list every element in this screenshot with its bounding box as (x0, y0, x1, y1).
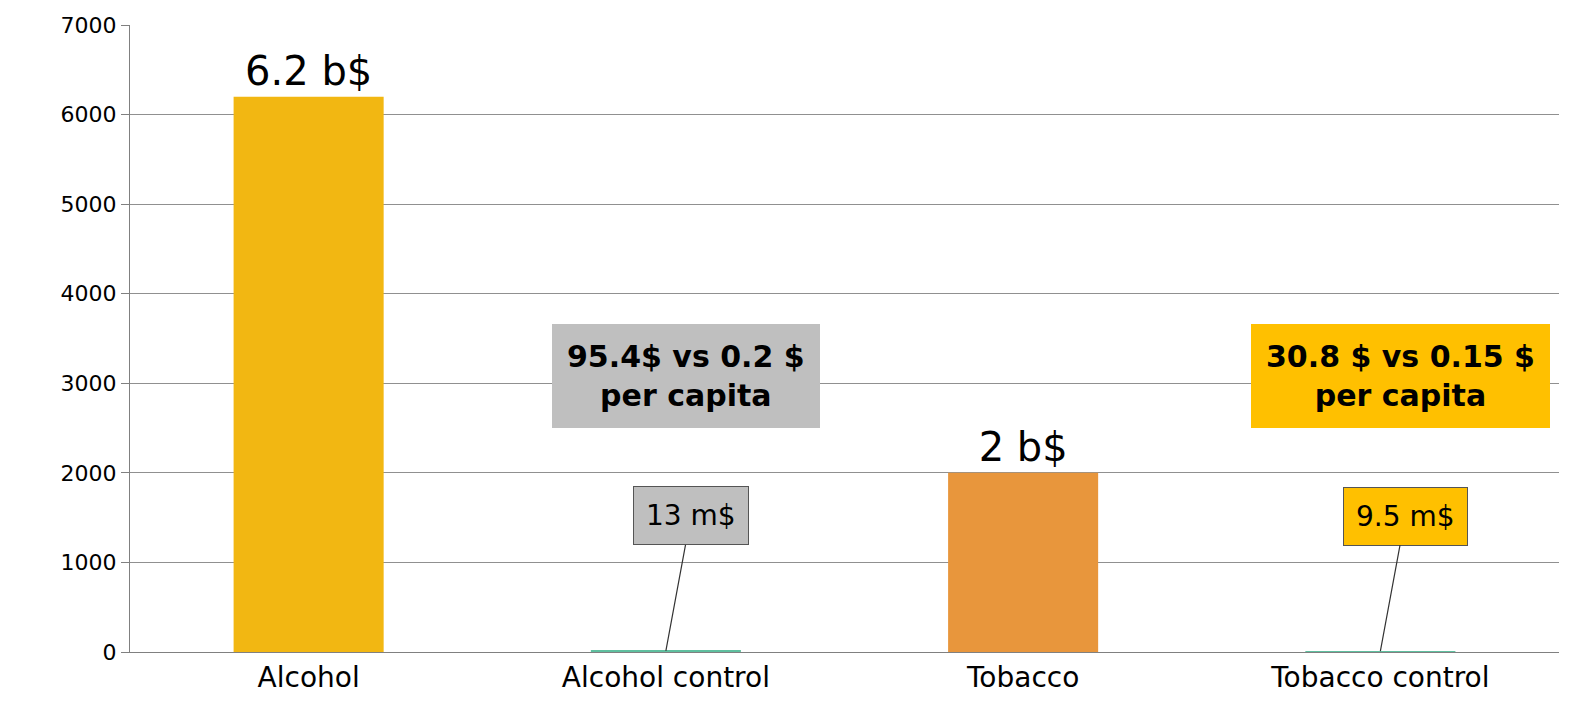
svg-text:Tobacco: Tobacco (966, 661, 1079, 694)
svg-text:95.4$ vs 0.2 $per capita: 95.4$ vs 0.2 $per capita (567, 339, 805, 413)
svg-text:1000: 1000 (61, 550, 117, 575)
svg-text:4000: 4000 (61, 281, 117, 306)
svg-text:3000: 3000 (61, 371, 117, 396)
svg-text:Tobacco control: Tobacco control (1270, 661, 1489, 694)
svg-text:6.2 b$: 6.2 b$ (245, 48, 372, 94)
svg-text:Alcohol: Alcohol (258, 661, 360, 694)
svg-text:30.8 $ vs 0.15 $per capita: 30.8 $ vs 0.15 $per capita (1266, 339, 1535, 413)
svg-text:2 b$: 2 b$ (979, 424, 1068, 470)
svg-text:2000: 2000 (61, 461, 117, 486)
svg-text:Alcohol control: Alcohol control (562, 661, 770, 694)
svg-text:0: 0 (103, 640, 117, 665)
svg-text:7000: 7000 (61, 13, 117, 38)
svg-text:9.5 m$: 9.5 m$ (1356, 500, 1455, 533)
svg-text:13 m$: 13 m$ (646, 499, 736, 532)
svg-text:5000: 5000 (61, 192, 117, 217)
svg-text:6000: 6000 (61, 102, 117, 127)
